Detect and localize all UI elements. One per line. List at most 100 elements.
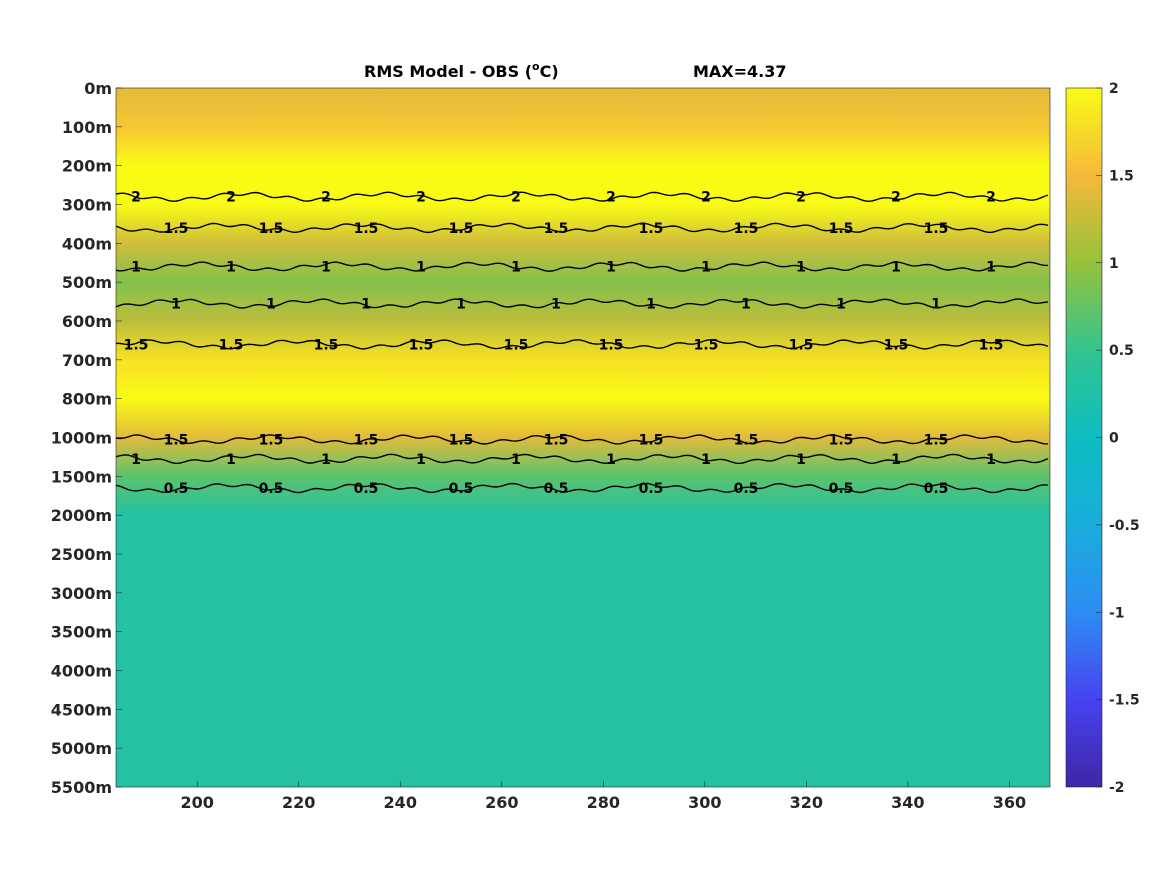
contour-label: 1.5 <box>734 221 759 237</box>
contour-label: 2 <box>891 190 901 206</box>
plot-area: 2 2 2 2 2 2 2 2 2 2 1.5 1.5 1.5 1.5 1.5 1.5 1.5 1.5 1.5 1 1 1… <box>116 88 1050 787</box>
contour-label: 1 <box>701 260 711 276</box>
contour-label: 1 <box>226 260 236 276</box>
colorbar-tick-label: 0.5 <box>1109 343 1134 359</box>
y-tick-label: 1000m <box>51 429 112 448</box>
contour-label: 1 <box>511 260 521 276</box>
contour-label: 1 <box>551 297 561 313</box>
contour-label: 1 <box>511 452 521 468</box>
contour-line <box>116 298 1049 309</box>
contour-label: 1.5 <box>639 432 664 448</box>
contour-label: 2 <box>226 190 236 206</box>
contour-label: 2 <box>511 190 521 206</box>
contour-label: 1.5 <box>124 337 149 353</box>
contour-label: 1 <box>131 260 141 276</box>
y-tick-label: 800m <box>62 390 112 409</box>
contour-label: 1 <box>701 452 711 468</box>
y-tick-label: 4500m <box>51 700 112 719</box>
x-tick-label: 280 <box>587 793 620 812</box>
contour-label: 1.5 <box>639 221 664 237</box>
contour-label: 1 <box>931 297 941 313</box>
contour-line <box>116 482 1049 494</box>
contour-label: 1 <box>321 260 331 276</box>
contour-label: 0.5 <box>164 481 189 497</box>
contour-label: 1.5 <box>164 221 189 237</box>
y-tick-label: 500m <box>62 273 112 292</box>
contour-label: 1.5 <box>504 337 529 353</box>
contour-lines: 2 2 2 2 2 2 2 2 2 2 1.5 1.5 1.5 1.5 1.5 1.5 1.5 1.5 1.5 1 1 1… <box>116 190 1049 497</box>
contour-label: 0.5 <box>924 481 949 497</box>
contour-label: 1.5 <box>449 221 474 237</box>
contour-label: 2 <box>606 190 616 206</box>
x-tick-label: 340 <box>891 793 924 812</box>
contour-label: 1 <box>796 452 806 468</box>
contour-label: 1 <box>266 297 276 313</box>
contour-label: 2 <box>796 190 806 206</box>
colorbar-tick-label: 0 <box>1109 431 1119 447</box>
contour-line <box>116 222 1049 234</box>
contour-line <box>116 261 1049 272</box>
colorbar-tick-label: 2 <box>1109 81 1119 97</box>
contour-line <box>116 453 1049 465</box>
contour-label: 1 <box>986 452 996 468</box>
contour-label: 1 <box>456 297 466 313</box>
colorbar-tick-label: -2 <box>1109 780 1125 796</box>
contour-label: 0.5 <box>449 481 474 497</box>
contour-label: 0.5 <box>639 481 664 497</box>
contour-label: 1.5 <box>354 221 379 237</box>
contour-label: 1.5 <box>884 337 909 353</box>
contour-label: 2 <box>986 190 996 206</box>
contour-label: 1 <box>361 297 371 313</box>
y-tick-label: 2500m <box>51 545 112 564</box>
contour-label: 2 <box>321 190 331 206</box>
x-tick-label: 240 <box>384 793 417 812</box>
y-tick-label: 1500m <box>51 467 112 486</box>
x-tick-label: 300 <box>688 793 721 812</box>
contour-label: 0.5 <box>354 481 379 497</box>
y-tick-label: 300m <box>62 196 112 215</box>
contour-label: 1 <box>891 260 901 276</box>
y-tick-label: 0m <box>84 79 112 98</box>
contour-line <box>116 434 1049 445</box>
contour-label: 1.5 <box>259 432 284 448</box>
contour-label: 1 <box>416 260 426 276</box>
contour-label: 0.5 <box>829 481 854 497</box>
contour-label: 1.5 <box>544 432 569 448</box>
contour-label: 1 <box>836 297 846 313</box>
contour-label: 1.5 <box>979 337 1004 353</box>
contour-label: 1 <box>646 297 656 313</box>
x-tick-label: 320 <box>790 793 823 812</box>
heatmap-field <box>116 88 1050 787</box>
contour-label: 0.5 <box>259 481 284 497</box>
x-tick-label: 220 <box>282 793 315 812</box>
x-axis-ticks: 200 220 240 260 280 300 320 340 360 <box>181 781 1026 812</box>
contour-label: 2 <box>131 190 141 206</box>
y-tick-label: 600m <box>62 312 112 331</box>
y-tick-label: 400m <box>62 234 112 253</box>
chart-title: RMS Model - OBS (oC) <box>364 60 559 81</box>
colorbar-tick-label: 1.5 <box>1109 168 1134 184</box>
contour-label: 0.5 <box>544 481 569 497</box>
y-axis-ticks: 0m 100m 200m 300m 400m 500m 600m 700m 800m 1000m 1… <box>51 79 122 797</box>
contour-label: 1.5 <box>924 432 949 448</box>
contour-label: 1.5 <box>164 432 189 448</box>
contour-label: 1.5 <box>694 337 719 353</box>
y-tick-label: 100m <box>62 118 112 137</box>
contour-label: 1.5 <box>219 337 244 353</box>
contour-line <box>116 191 1049 203</box>
contour-label: 1 <box>321 452 331 468</box>
contour-label: 1.5 <box>829 432 854 448</box>
contour-line <box>116 339 1049 350</box>
contour-label: 1.5 <box>449 432 474 448</box>
contour-label: 1 <box>606 260 616 276</box>
contour-label: 1 <box>986 260 996 276</box>
x-tick-label: 360 <box>993 793 1026 812</box>
contour-label: 1 <box>891 452 901 468</box>
contour-label: 0.5 <box>734 481 759 497</box>
contour-label: 1 <box>741 297 751 313</box>
contour-label: 1 <box>416 452 426 468</box>
y-tick-label: 3000m <box>51 584 112 603</box>
contour-label: 1.5 <box>924 221 949 237</box>
max-label: MAX=4.37 <box>693 62 787 81</box>
